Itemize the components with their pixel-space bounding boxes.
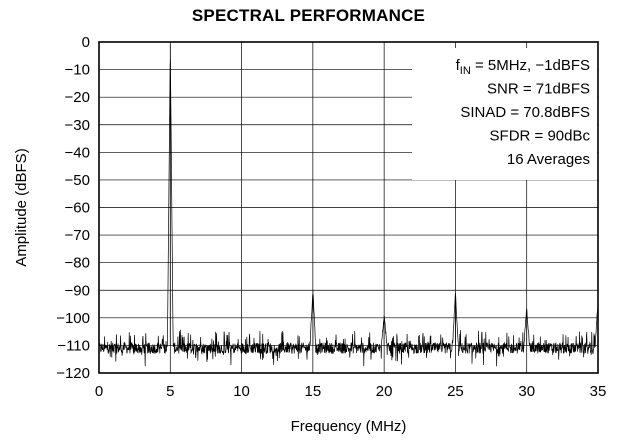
y-tick-label: −120 (56, 365, 90, 382)
annotation-box (412, 48, 597, 180)
x-axis-label: Frequency (MHz) (291, 418, 407, 435)
annotation-background (412, 48, 597, 180)
spec-annotations: fIN = 5MHz, −1dBFS SNR = 71dBFS SINAD = 70… (456, 57, 591, 168)
y-tick-label: −110 (57, 337, 90, 354)
annotation-line: SINAD = 70.8dBFS (460, 104, 590, 121)
y-tick-label: −50 (65, 172, 90, 189)
y-tick-labels: 0 −10 −20 −30 −40 −50 −60 −70 −80 −90 −100 −110 −120 (56, 34, 90, 382)
annotation-text: = 5MHz, −1dBFS (471, 57, 590, 74)
y-tick-label: −30 (65, 117, 90, 134)
chart-title: SPECTRAL PERFORMANCE (191, 6, 426, 25)
annotation-line: 16 Averages (507, 151, 590, 168)
spectrum-trace (98, 44, 599, 367)
annotation-line: fIN = 5MHz, −1dBFS (456, 57, 590, 77)
y-tick-label: −80 (65, 255, 90, 272)
plot-frame (98, 41, 599, 374)
x-tick-label: 10 (233, 383, 250, 400)
x-tick-label: 30 (518, 383, 535, 400)
y-tick-label: −20 (65, 89, 90, 106)
y-tick-label: 0 (82, 34, 90, 51)
annotation-line: SFDR = 90dBc (490, 128, 591, 145)
y-tick-label: −40 (65, 144, 90, 161)
y-tick-label: −60 (65, 200, 90, 217)
x-tick-label: 25 (447, 383, 464, 400)
annotation-line: SNR = 71dBFS (487, 81, 590, 98)
x-tick-label: 15 (305, 383, 322, 400)
subscript: IN (460, 65, 471, 77)
x-tick-label: 20 (376, 383, 393, 400)
x-tick-label: 35 (590, 383, 607, 400)
x-tick-label: 0 (95, 383, 103, 400)
x-tick-label: 5 (166, 383, 174, 400)
y-tick-label: −70 (65, 227, 90, 244)
y-tick-label: −10 (65, 62, 90, 79)
y-tick-label: −90 (65, 282, 90, 299)
y-axis-label: Amplitude (dBFS) (13, 148, 30, 266)
y-tick-label: −100 (56, 310, 90, 327)
x-tick-labels: 0 5 10 15 20 25 30 35 (95, 383, 607, 400)
